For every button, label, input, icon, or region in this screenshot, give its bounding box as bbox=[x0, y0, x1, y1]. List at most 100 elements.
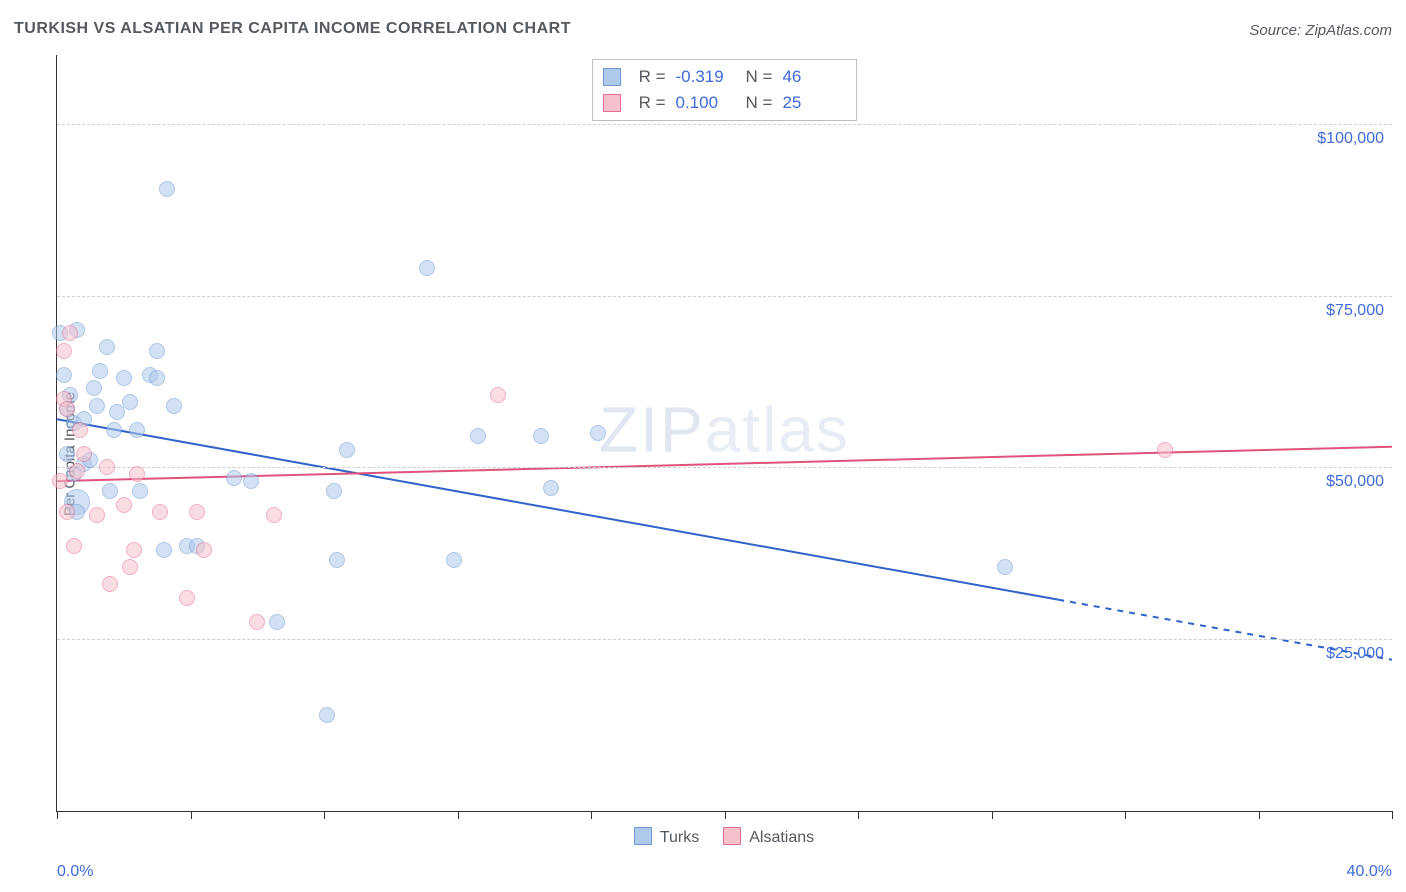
data-point bbox=[997, 559, 1013, 575]
data-point bbox=[319, 707, 335, 723]
data-point bbox=[159, 181, 175, 197]
trend-line-layer bbox=[57, 55, 1392, 811]
data-point bbox=[446, 552, 462, 568]
data-point bbox=[329, 552, 345, 568]
x-tick bbox=[1259, 811, 1260, 819]
data-point bbox=[156, 542, 172, 558]
y-tick-label: $25,000 bbox=[1326, 645, 1384, 663]
r-value-alsatians: 0.100 bbox=[676, 93, 736, 113]
x-tick bbox=[57, 811, 58, 819]
x-tick bbox=[1392, 811, 1393, 819]
x-tick bbox=[458, 811, 459, 819]
data-point bbox=[92, 363, 108, 379]
gridline bbox=[57, 467, 1392, 468]
legend-swatch bbox=[723, 827, 741, 845]
data-point bbox=[419, 260, 435, 276]
data-point bbox=[243, 473, 259, 489]
data-point bbox=[126, 542, 142, 558]
data-point bbox=[56, 343, 72, 359]
header-row: TURKISH VS ALSATIAN PER CAPITA INCOME CO… bbox=[14, 20, 1392, 50]
x-tick bbox=[992, 811, 993, 819]
n-value-turks: 46 bbox=[782, 67, 842, 87]
data-point bbox=[56, 367, 72, 383]
data-point bbox=[543, 480, 559, 496]
x-tick bbox=[858, 811, 859, 819]
data-point bbox=[166, 398, 182, 414]
y-tick-label: $50,000 bbox=[1326, 473, 1384, 491]
data-point bbox=[339, 442, 355, 458]
x-tick bbox=[591, 811, 592, 819]
correlation-legend: R = -0.319 N = 46 R = 0.100 N = 25 bbox=[592, 59, 858, 121]
data-point bbox=[89, 507, 105, 523]
data-point bbox=[69, 463, 85, 479]
y-tick-label: $100,000 bbox=[1317, 130, 1384, 148]
data-point bbox=[62, 325, 78, 341]
data-point bbox=[152, 504, 168, 520]
data-point bbox=[116, 370, 132, 386]
legend-row-alsatians: R = 0.100 N = 25 bbox=[603, 90, 843, 116]
data-point bbox=[129, 422, 145, 438]
chart-container: TURKISH VS ALSATIAN PER CAPITA INCOME CO… bbox=[0, 0, 1406, 892]
data-point bbox=[59, 446, 75, 462]
y-tick-label: $75,000 bbox=[1326, 302, 1384, 320]
data-point bbox=[132, 483, 148, 499]
data-point bbox=[109, 404, 125, 420]
data-point bbox=[269, 614, 285, 630]
trend-line bbox=[57, 419, 1058, 599]
x-tick bbox=[725, 811, 726, 819]
data-point bbox=[149, 343, 165, 359]
data-point bbox=[490, 387, 506, 403]
data-point bbox=[52, 473, 68, 489]
data-point bbox=[106, 422, 122, 438]
x-max-label: 40.0% bbox=[1347, 863, 1392, 881]
n-value-alsatians: 25 bbox=[782, 93, 842, 113]
data-point bbox=[66, 538, 82, 554]
gridline bbox=[57, 639, 1392, 640]
legend-swatch-turks bbox=[603, 68, 621, 86]
data-point bbox=[89, 398, 105, 414]
data-point bbox=[226, 470, 242, 486]
gridline bbox=[57, 124, 1392, 125]
x-tick bbox=[1125, 811, 1126, 819]
plot-area: ZIPatlas R = -0.319 N = 46 R = 0.100 N =… bbox=[56, 55, 1392, 812]
watermark: ZIPatlas bbox=[599, 392, 850, 466]
legend-item: Turks bbox=[634, 827, 699, 847]
gridline bbox=[57, 296, 1392, 297]
data-point bbox=[179, 590, 195, 606]
data-point bbox=[122, 559, 138, 575]
data-point bbox=[99, 459, 115, 475]
data-point bbox=[189, 504, 205, 520]
data-point bbox=[116, 497, 132, 513]
data-point bbox=[86, 380, 102, 396]
data-point bbox=[1157, 442, 1173, 458]
legend-swatch bbox=[634, 827, 652, 845]
data-point bbox=[102, 483, 118, 499]
data-point bbox=[590, 425, 606, 441]
data-point bbox=[196, 542, 212, 558]
legend-item: Alsatians bbox=[723, 827, 814, 847]
source-label: Source: ZipAtlas.com bbox=[1249, 22, 1392, 39]
data-point bbox=[72, 422, 88, 438]
legend-label: Alsatians bbox=[749, 829, 814, 846]
data-point bbox=[533, 428, 549, 444]
x-tick bbox=[191, 811, 192, 819]
data-point bbox=[249, 614, 265, 630]
x-tick bbox=[324, 811, 325, 819]
legend-label: Turks bbox=[660, 829, 699, 846]
plot-wrap: Per Capita Income ZIPatlas R = -0.319 N … bbox=[14, 55, 1392, 852]
data-point bbox=[102, 576, 118, 592]
data-point bbox=[59, 504, 75, 520]
data-point bbox=[470, 428, 486, 444]
data-point bbox=[326, 483, 342, 499]
data-point bbox=[76, 446, 92, 462]
data-point bbox=[99, 339, 115, 355]
data-point bbox=[266, 507, 282, 523]
r-value-turks: -0.319 bbox=[676, 67, 736, 87]
series-legend: Turks Alsatians bbox=[56, 822, 1392, 852]
legend-swatch-alsatians bbox=[603, 94, 621, 112]
data-point bbox=[149, 370, 165, 386]
data-point bbox=[59, 401, 75, 417]
legend-row-turks: R = -0.319 N = 46 bbox=[603, 64, 843, 90]
data-point bbox=[122, 394, 138, 410]
chart-title: TURKISH VS ALSATIAN PER CAPITA INCOME CO… bbox=[14, 20, 571, 37]
